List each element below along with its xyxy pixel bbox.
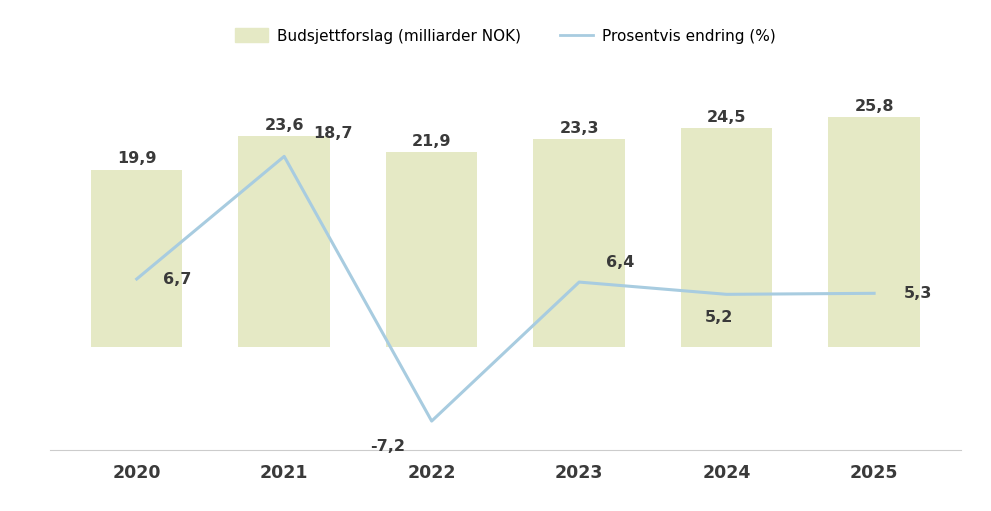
Text: 5,2: 5,2 [705,310,733,324]
Bar [681,128,772,347]
Bar [533,139,625,347]
Text: 24,5: 24,5 [707,110,746,125]
Text: 23,3: 23,3 [559,121,599,136]
Bar [828,117,920,347]
Legend: Budsjettforslag (milliarder NOK), Prosentvis endring (%): Budsjettforslag (milliarder NOK), Prosen… [229,22,782,50]
Text: 25,8: 25,8 [854,99,894,113]
Bar [239,136,330,347]
Text: 23,6: 23,6 [265,119,304,133]
Bar [385,152,478,347]
Text: 19,9: 19,9 [117,151,157,167]
Text: 6,4: 6,4 [606,255,634,270]
Text: 21,9: 21,9 [412,133,452,149]
Text: -7,2: -7,2 [370,439,405,454]
Text: 5,3: 5,3 [904,286,932,301]
Bar [91,170,182,347]
Text: 18,7: 18,7 [314,126,353,141]
Text: 6,7: 6,7 [164,271,191,287]
